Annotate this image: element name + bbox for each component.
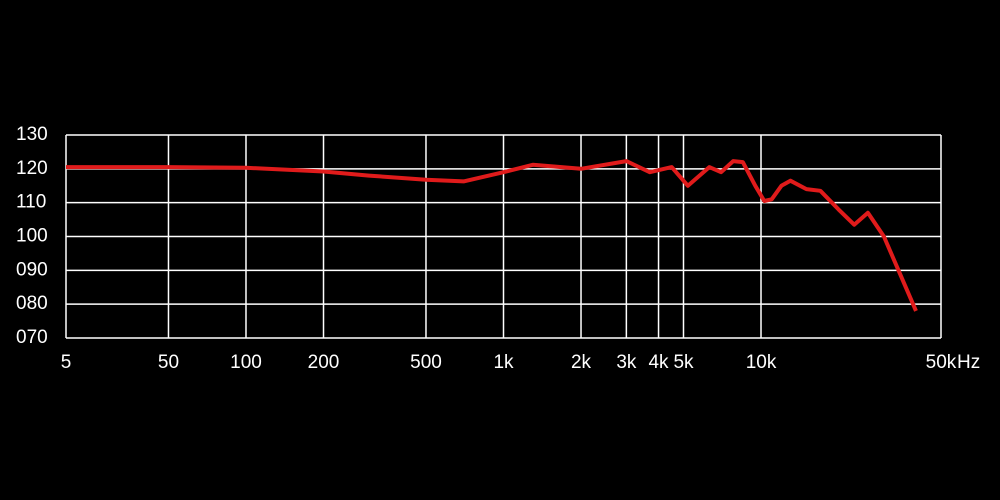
x-tick-label: 3k <box>616 352 637 373</box>
x-tick-label: 100 <box>230 352 262 373</box>
y-tick-label: 120 <box>16 158 48 179</box>
y-tick-label: 100 <box>16 226 48 247</box>
response-line <box>66 159 918 312</box>
x-tick-label: 10k <box>746 352 777 373</box>
x-tick-label: 4k <box>648 352 669 373</box>
x-tick-label: 50 <box>158 352 179 373</box>
y-tick-label: 080 <box>16 293 48 314</box>
x-tick-label: 50k <box>926 352 957 373</box>
y-tick-label: 110 <box>16 192 46 213</box>
x-tick-label: 5k <box>673 352 694 373</box>
x-tick-label: 500 <box>410 352 442 373</box>
x-tick-label: 5 <box>61 352 72 373</box>
y-tick-label: 090 <box>16 259 48 280</box>
y-tick-label: 070 <box>16 327 48 348</box>
x-axis-label: Hz <box>957 352 980 373</box>
x-tick-label: 200 <box>308 352 340 373</box>
x-tick-label: 1k <box>493 352 514 373</box>
x-tick-label: 2k <box>571 352 592 373</box>
y-tick-label: 130 <box>16 124 48 145</box>
